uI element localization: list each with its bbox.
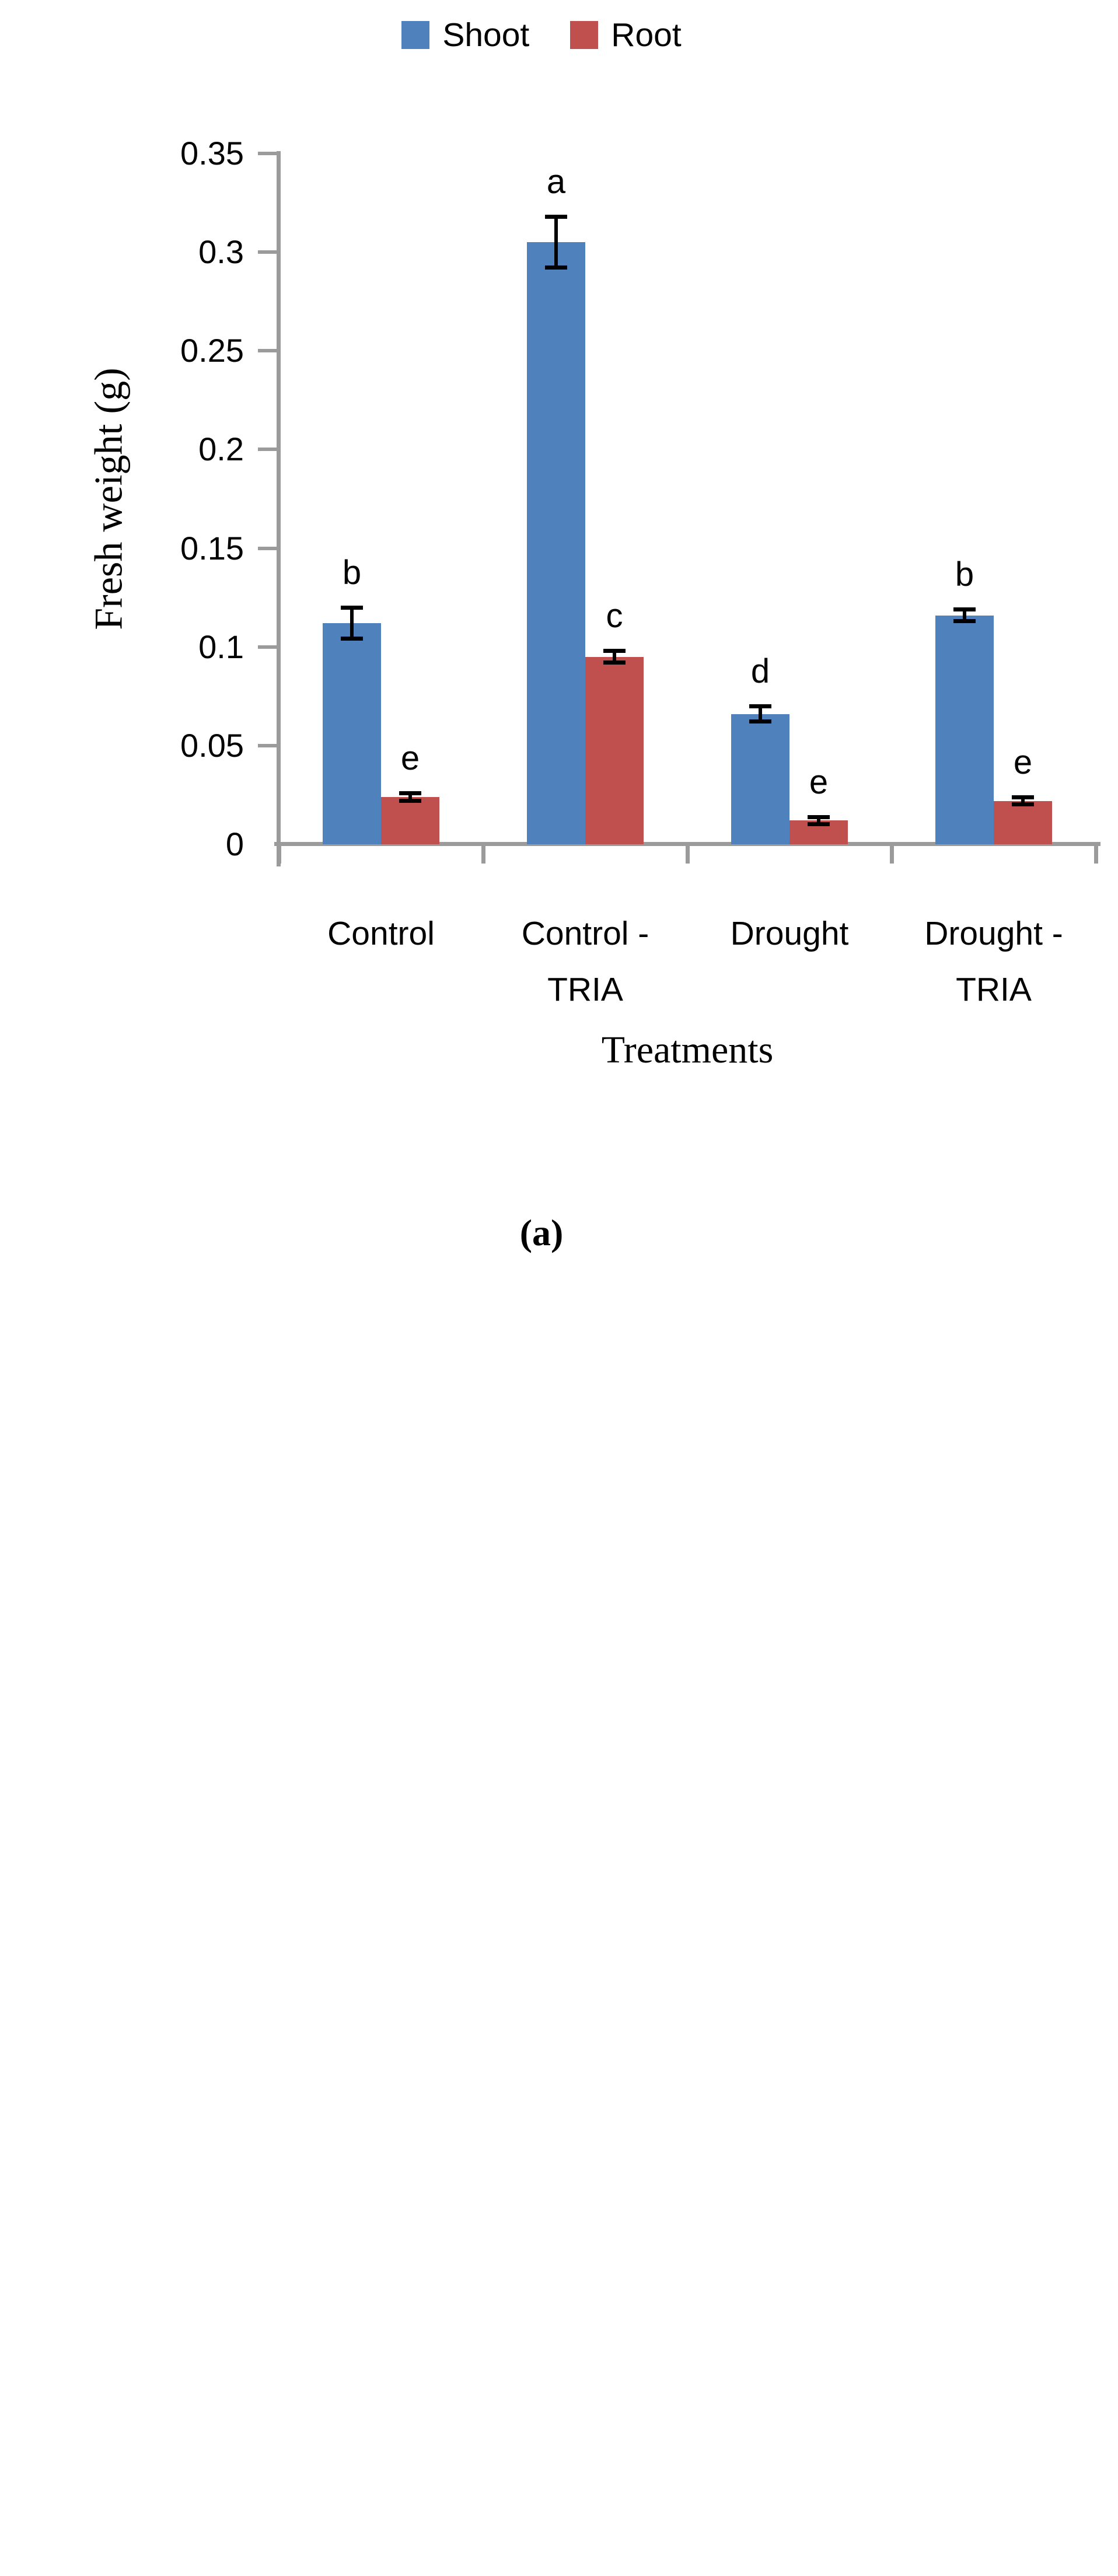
bar-root-0	[381, 796, 439, 844]
y-tick-label: 0.15	[180, 529, 244, 567]
error-bar	[963, 609, 966, 621]
y-tick-label: 0.3	[198, 233, 244, 271]
y-tick	[258, 349, 277, 353]
x-axis-title-a: Treatments	[601, 1029, 774, 1071]
legend-a: Shoot Root	[0, 18, 1083, 53]
error-bar-cap	[341, 606, 363, 610]
sig-letter: e	[809, 763, 829, 801]
error-bar-cap	[749, 719, 771, 724]
panel-b: Shoot Root Dry weight (g) 00.010.020.030…	[0, 1289, 1118, 2576]
bar-shoot-3	[935, 615, 994, 844]
bar-shoot-1	[527, 242, 585, 844]
y-tick-label: 0.35	[180, 135, 244, 172]
error-bar-cap	[953, 618, 976, 623]
bar-root-1	[585, 656, 644, 844]
error-bar-cap	[1012, 795, 1034, 799]
y-tick	[258, 152, 277, 155]
y-tick	[258, 546, 277, 550]
category-label: Control	[327, 915, 435, 952]
category-tick	[277, 846, 281, 864]
y-tick-label: 0.25	[180, 332, 244, 369]
shoot-swatch	[401, 21, 430, 49]
error-bar	[350, 607, 354, 639]
panel-a: Shoot Root Fresh weight (g) 0 0.05 0.1 0.15…	[0, 18, 1100, 1253]
error-bar	[554, 216, 558, 268]
error-bar	[817, 816, 820, 825]
y-tick-label: 0.1	[198, 628, 244, 665]
error-bar-cap	[603, 660, 626, 665]
sig-letter: e	[400, 739, 420, 778]
error-bar	[408, 793, 412, 801]
sig-letter: a	[546, 163, 566, 201]
sig-letter: e	[1013, 743, 1033, 781]
sig-letter: b	[342, 554, 362, 592]
y-tick-label: 0.2	[198, 431, 244, 468]
error-bar-cap	[808, 822, 830, 827]
sig-letter: c	[606, 597, 623, 635]
root-swatch	[570, 21, 599, 49]
y-tick-label: 0	[225, 826, 244, 862]
error-bar	[613, 651, 616, 663]
error-bar-cap	[545, 215, 567, 219]
y-tick	[258, 743, 277, 747]
category-label: Drought	[730, 915, 849, 952]
category-tick	[481, 846, 485, 864]
y-tick-label: 0.05	[180, 726, 244, 764]
error-bar-cap	[603, 649, 626, 653]
error-bar-cap	[1012, 802, 1034, 807]
error-bar-cap	[399, 798, 421, 803]
category-label: Drought - TRIA	[924, 915, 1063, 1008]
panel-label-a: (a)	[519, 1212, 564, 1253]
category-label: Control - TRIA	[521, 915, 649, 1008]
y-tick	[258, 250, 277, 254]
legend-label-root: Root	[611, 16, 682, 54]
error-bar-cap	[749, 704, 771, 709]
sig-letter: b	[955, 555, 974, 594]
error-bar-cap	[399, 791, 421, 796]
legend-item-shoot: Shoot	[401, 18, 529, 53]
error-bar	[759, 706, 762, 722]
error-bar-cap	[341, 637, 363, 641]
bar-root-3	[994, 801, 1052, 844]
legend-label-shoot: Shoot	[442, 16, 530, 54]
y-tick	[258, 645, 277, 649]
legend-item-root: Root	[570, 16, 682, 54]
plot-area-a: 0 0.05 0.1 0.15 0.2 0.25 0.3 0.35 Control b e Contr…	[180, 135, 1100, 1008]
error-bar-cap	[545, 265, 567, 270]
category-tick	[890, 846, 894, 864]
x-axis-line	[274, 842, 1100, 846]
sig-letter: d	[750, 652, 770, 691]
bar-shoot-2	[731, 714, 789, 844]
error-bar-cap	[953, 607, 976, 612]
error-bar	[1021, 796, 1025, 805]
category-tick	[1094, 846, 1098, 864]
error-bar-cap	[808, 815, 830, 819]
y-tick	[258, 448, 277, 452]
y-axis-title-a: Fresh weight (g)	[86, 368, 131, 630]
category-tick	[686, 846, 690, 864]
bar-shoot-0	[323, 623, 381, 844]
y-axis-line	[277, 151, 281, 866]
